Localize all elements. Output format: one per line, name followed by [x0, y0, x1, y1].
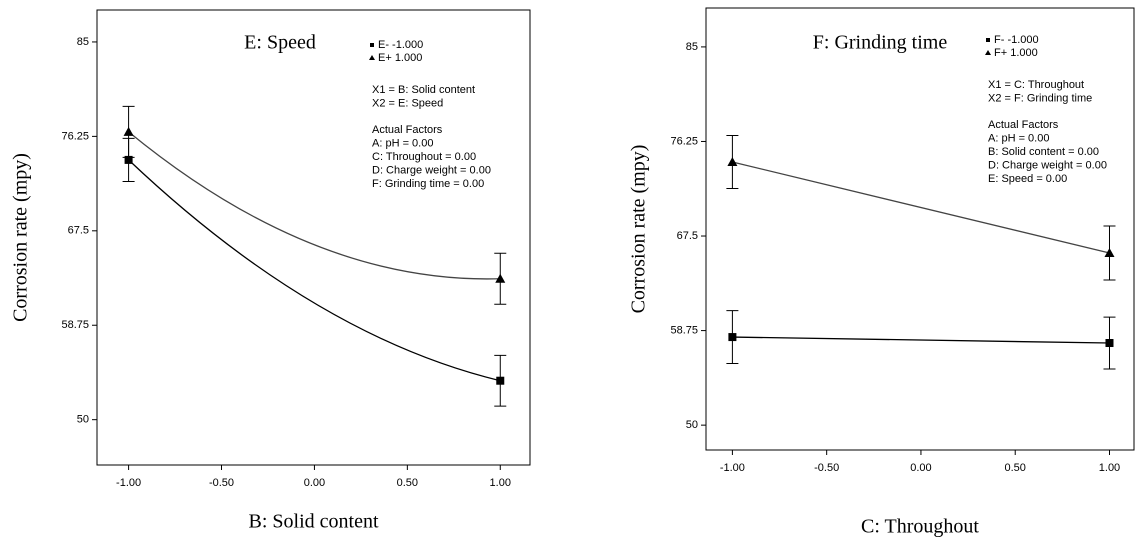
annotation: X2 = E: Speed: [372, 97, 443, 109]
series-line: [128, 131, 501, 280]
legend-label: F- -1.000: [994, 34, 1039, 46]
marker: [727, 156, 738, 166]
y-tick-label: 67.5: [677, 230, 698, 242]
marker: [1105, 339, 1114, 348]
marker: [496, 376, 505, 385]
legend-label: F+ 1.000: [994, 47, 1038, 59]
x-tick-label: 1.00: [1099, 462, 1120, 474]
chart-title: E: Speed: [244, 32, 316, 54]
y-tick-label: 85: [77, 36, 89, 48]
legend-label: E+ 1.000: [378, 52, 422, 64]
y-tick-label: 85: [686, 41, 698, 53]
series-line: [732, 336, 1110, 344]
annotation: X1 = B: Solid content: [372, 84, 475, 96]
legend-marker: [985, 50, 991, 55]
series-line: [128, 159, 501, 382]
x-tick-label: 0.50: [1005, 462, 1026, 474]
annotation: Actual Factors: [372, 124, 443, 136]
legend-marker: [986, 38, 990, 42]
x-axis-label: B: Solid content: [249, 511, 379, 533]
annotation: E: Speed = 0.00: [988, 173, 1067, 185]
x-tick-label: -1.00: [116, 477, 141, 489]
plot-frame: [96, 9, 531, 466]
legend-marker: [369, 55, 375, 60]
x-tick-label: 0.00: [910, 462, 931, 474]
plot-frame: [705, 7, 1135, 451]
y-tick-label: 50: [686, 419, 698, 431]
annotation: C: Throughout = 0.00: [372, 151, 476, 163]
annotation: X2 = F: Grinding time: [988, 92, 1092, 104]
x-tick-label: 0.50: [397, 477, 418, 489]
y-tick-label: 76.25: [670, 135, 698, 147]
annotation: X1 = C: Throughout: [988, 79, 1084, 91]
y-axis-label: Corrosion rate (mpy): [628, 145, 650, 314]
y-tick-label: 76.25: [61, 130, 89, 142]
y-tick-label: 58.75: [61, 319, 89, 331]
annotation: D: Charge weight = 0.00: [372, 164, 491, 176]
annotation: A: pH = 0.00: [372, 137, 433, 149]
legend-label: E- -1.000: [378, 39, 423, 51]
annotation: Actual Factors: [988, 119, 1059, 131]
annotation: A: pH = 0.00: [988, 132, 1049, 144]
marker: [123, 126, 134, 136]
marker: [1104, 247, 1115, 257]
x-tick-label: 1.00: [490, 477, 511, 489]
marker: [495, 273, 506, 283]
annotation: B: Solid content = 0.00: [988, 146, 1099, 158]
y-tick-label: 58.75: [670, 324, 698, 336]
y-axis-label: Corrosion rate (mpy): [10, 153, 32, 322]
x-tick-label: -0.50: [814, 462, 839, 474]
series-line: [732, 161, 1110, 254]
annotation: D: Charge weight = 0.00: [988, 159, 1107, 171]
marker: [124, 155, 133, 164]
x-axis-label: C: Throughout: [861, 516, 979, 538]
x-tick-label: 0.00: [304, 477, 325, 489]
chart-title: F: Grinding time: [813, 32, 948, 54]
x-tick-label: -1.00: [720, 462, 745, 474]
y-tick-label: 67.5: [68, 225, 89, 237]
x-tick-label: -0.50: [209, 477, 234, 489]
y-tick-label: 50: [77, 414, 89, 426]
annotation: F: Grinding time = 0.00: [372, 178, 484, 190]
marker: [728, 333, 737, 342]
legend-marker: [370, 43, 374, 47]
